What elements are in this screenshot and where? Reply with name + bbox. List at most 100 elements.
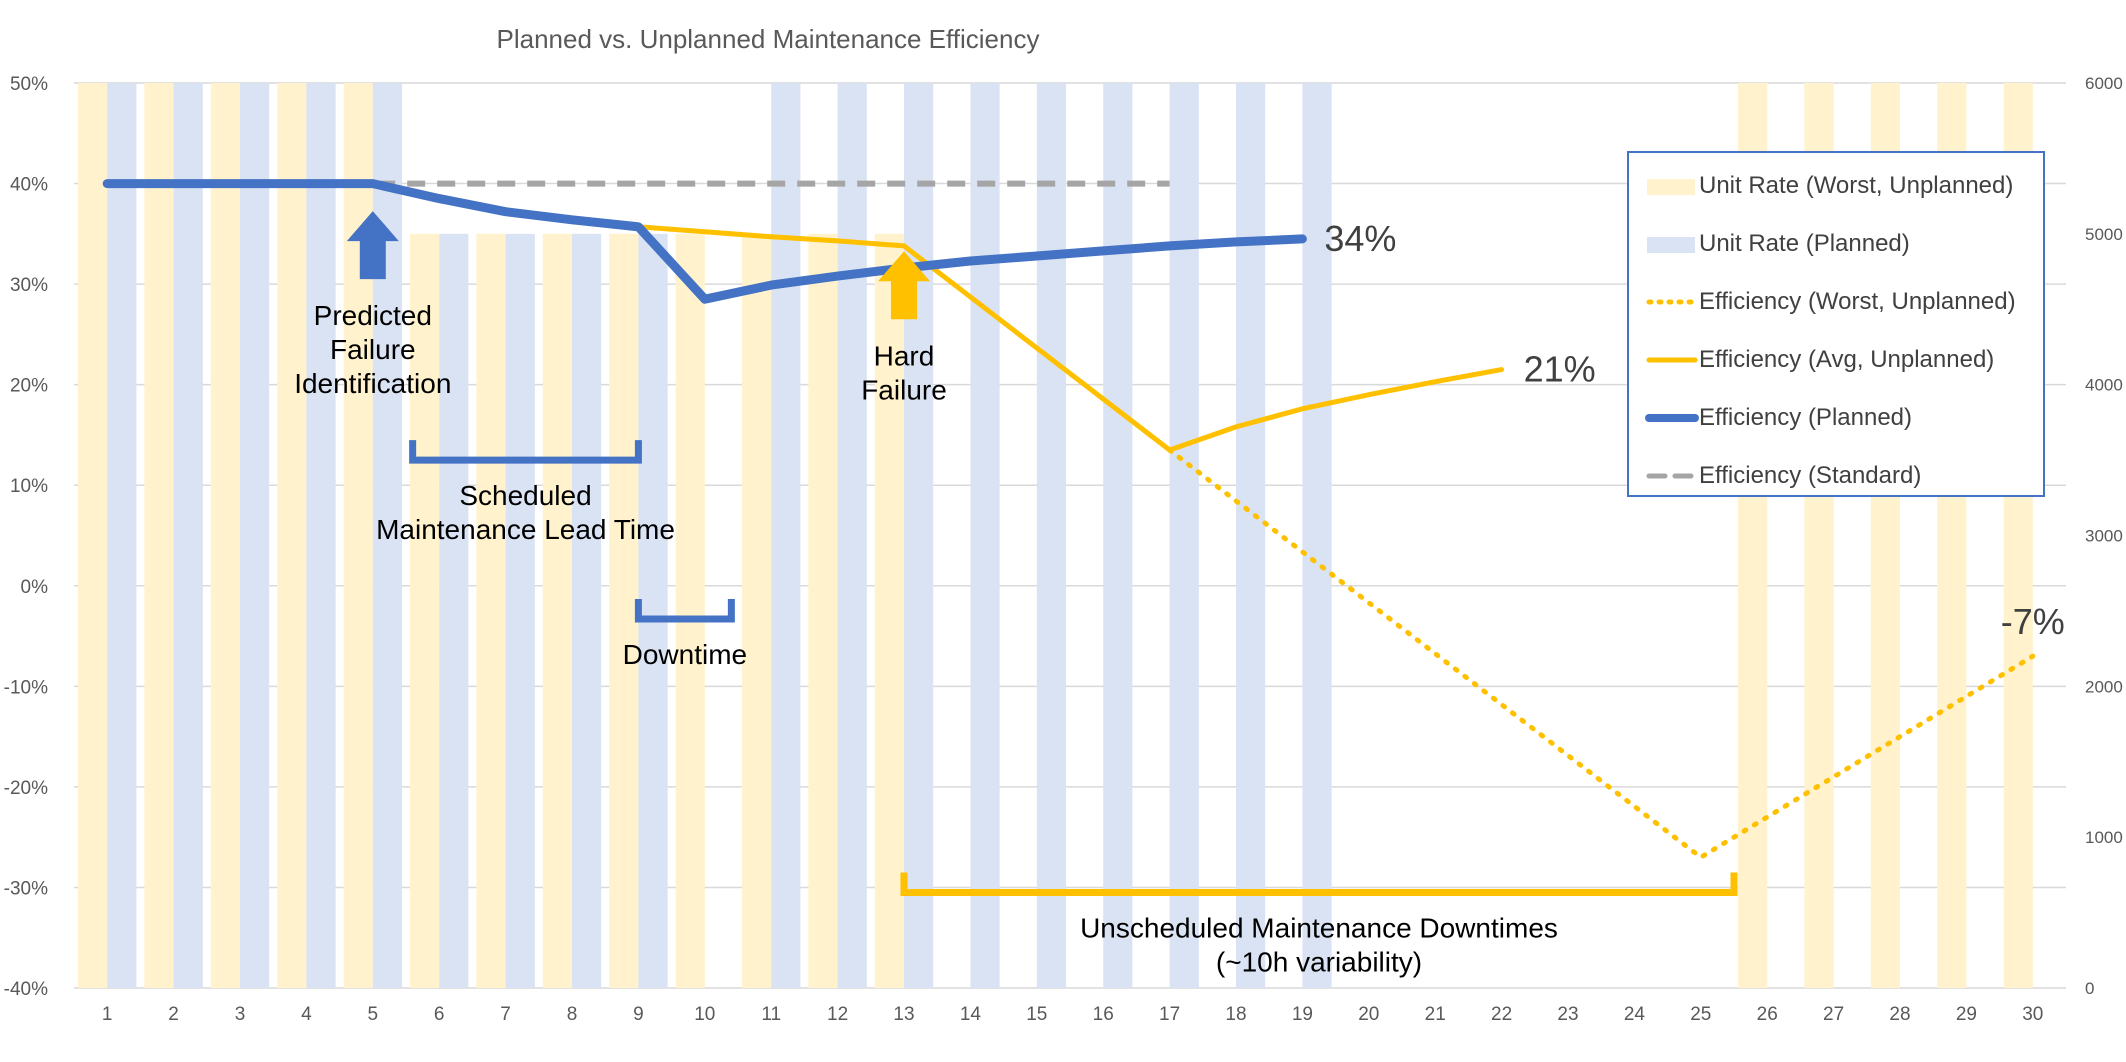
- legend-item-efficiency-planned: Efficiency (Planned): [1645, 403, 1912, 433]
- x-tick: 23: [1557, 1004, 1578, 1025]
- y-left-tick: 50%: [10, 74, 48, 95]
- line-efficiency-worst-unplanned: [1167, 447, 2036, 860]
- legend-item-efficiency-standard: Efficiency (Standard): [1645, 461, 1921, 491]
- legend-label: Efficiency (Worst, Unplanned): [1699, 288, 2016, 315]
- bar-unit-rate-planned: [638, 233, 668, 989]
- bar-unit-rate-planned: [572, 233, 602, 989]
- x-tick: 24: [1624, 1004, 1646, 1025]
- y-left-tick: 40%: [10, 175, 48, 196]
- y-left-tick: -40%: [4, 979, 48, 1000]
- x-tick: 11: [761, 1004, 781, 1025]
- line-efficiency-planned: [102, 179, 1307, 304]
- bar-unit-rate-planned: [107, 83, 137, 988]
- annotation-text: Failure: [861, 374, 947, 405]
- annotation-text: (~10h variability): [1216, 946, 1422, 977]
- x-tick: 15: [1026, 1004, 1047, 1025]
- x-tick: 12: [827, 1004, 848, 1025]
- bracket-icon: [900, 872, 1738, 896]
- legend-swatch-icon: [1645, 345, 1699, 375]
- y-left-tick: 20%: [10, 376, 48, 397]
- bar-unit-rate-worst-unplanned: [542, 233, 572, 989]
- x-tick: 3: [235, 1004, 246, 1025]
- y-left-tick: -10%: [4, 677, 48, 698]
- y-right-tick: 4000: [2085, 376, 2123, 395]
- bar-unit-rate-planned: [1103, 83, 1133, 988]
- x-tick: 13: [893, 1004, 914, 1025]
- legend-swatch-icon: [1645, 403, 1699, 433]
- legend-swatch-icon: [1645, 171, 1699, 201]
- chart-title: Planned vs. Unplanned Maintenance Effici…: [497, 24, 1040, 54]
- y-left-tick: 10%: [10, 476, 48, 497]
- bracket-icon: [409, 440, 642, 464]
- annotation-text: Failure: [330, 334, 416, 365]
- legend-item-efficiency-avg-unplanned: Efficiency (Avg, Unplanned): [1645, 345, 1994, 375]
- legend-item-unit-rate-planned: Unit Rate (Planned): [1645, 229, 1910, 259]
- legend-label: Efficiency (Planned): [1699, 404, 1912, 431]
- annotation-unscheduled: Unscheduled Maintenance Downtimes(~10h v…: [900, 872, 1738, 977]
- x-tick: 8: [567, 1004, 578, 1025]
- bar-unit-rate-worst-unplanned: [675, 233, 705, 989]
- bar-unit-rate-planned: [771, 83, 801, 988]
- x-tick: 5: [368, 1004, 379, 1025]
- x-tick: 7: [500, 1004, 511, 1025]
- legend-item-efficiency-worst-unplanned: Efficiency (Worst, Unplanned): [1645, 287, 2016, 317]
- x-tick: 22: [1491, 1004, 1512, 1025]
- annotation-text: Hard: [874, 340, 935, 371]
- legend-swatch-icon: [1645, 229, 1699, 259]
- bar-unit-rate-worst-unplanned: [808, 233, 838, 989]
- annotation-text: Scheduled: [459, 480, 591, 511]
- bar-unit-rate-worst-unplanned: [741, 233, 772, 989]
- x-tick: 2: [168, 1004, 179, 1025]
- bar-unit-rate-worst-unplanned: [609, 233, 639, 989]
- annotation-text: Maintenance Lead Time: [376, 514, 675, 545]
- legend-swatch-icon: [1645, 461, 1699, 491]
- x-tick: 29: [1956, 1004, 1977, 1025]
- legend-label: Efficiency (Standard): [1699, 462, 1922, 489]
- x-tick: 26: [1757, 1004, 1778, 1025]
- x-tick: 25: [1690, 1004, 1711, 1025]
- x-tick: 30: [2022, 1004, 2043, 1025]
- legend-label: Unit Rate (Planned): [1699, 230, 1910, 257]
- bar-unit-rate-worst-unplanned: [874, 233, 904, 989]
- y-left-tick: -30%: [4, 878, 48, 899]
- x-tick: 16: [1093, 1004, 1114, 1025]
- x-tick: 9: [633, 1004, 644, 1025]
- y-right-tick: 2000: [2085, 677, 2123, 696]
- bar-unit-rate-planned: [306, 83, 336, 988]
- end-label: 34%: [1324, 218, 1396, 259]
- bar-unit-rate-planned: [1169, 83, 1199, 988]
- legend-label: Unit Rate (Worst, Unplanned): [1699, 172, 2014, 199]
- arrow-up-icon: [878, 251, 930, 320]
- x-tick: 18: [1225, 1004, 1246, 1025]
- annotations: PredictedFailureIdentificationHardFailur…: [294, 211, 1738, 977]
- y-right-tick: 1000: [2085, 828, 2123, 847]
- lines: [102, 179, 2036, 860]
- bar-unit-rate-planned: [970, 83, 1000, 988]
- bar-unit-rate-planned: [505, 233, 535, 989]
- annotation-text: Predicted: [314, 300, 432, 331]
- legend-label: Efficiency (Avg, Unplanned): [1699, 346, 1995, 373]
- x-tick: 17: [1159, 1004, 1180, 1025]
- bar-unit-rate-planned: [439, 233, 469, 989]
- x-tick: 10: [694, 1004, 715, 1025]
- bar-unit-rate-worst-unplanned: [210, 83, 240, 988]
- y-right-tick: 5000: [2085, 225, 2123, 244]
- bar-unit-rate-planned: [1236, 83, 1266, 988]
- y-left-tick: -20%: [4, 778, 48, 799]
- x-tick: 21: [1425, 1004, 1446, 1025]
- x-tick: 19: [1292, 1004, 1313, 1025]
- bar-unit-rate-worst-unplanned: [77, 83, 108, 988]
- bar-unit-rate-planned: [1036, 83, 1067, 988]
- bar-unit-rate-worst-unplanned: [409, 233, 440, 989]
- end-label: 21%: [1524, 349, 1596, 390]
- x-tick: 28: [1889, 1004, 1910, 1025]
- annotation-text: Downtime: [623, 639, 747, 670]
- x-tick: 27: [1823, 1004, 1844, 1025]
- x-tick: 1: [102, 1004, 113, 1025]
- arrow-up-icon: [346, 211, 399, 280]
- end-label: -7%: [2001, 601, 2065, 642]
- bar-unit-rate-planned: [904, 83, 934, 988]
